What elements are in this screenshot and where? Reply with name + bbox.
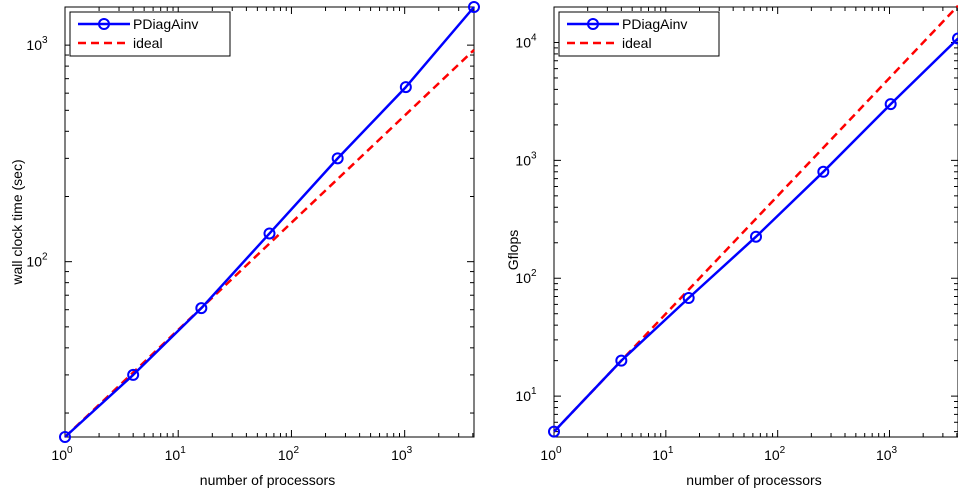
y-tick-label-base: 10 bbox=[26, 37, 42, 53]
legend-marker bbox=[587, 18, 599, 30]
x-tick-label-exponent: 1 bbox=[668, 445, 674, 456]
y-tick-label-base: 10 bbox=[515, 388, 531, 404]
y-tick-label-base: 10 bbox=[515, 270, 531, 286]
x-tick-label-base: 10 bbox=[165, 447, 181, 463]
x-tick-label-base: 10 bbox=[876, 447, 892, 463]
x-tick-label-exponent: 0 bbox=[556, 445, 562, 456]
x-tick-label: 103 bbox=[391, 445, 413, 463]
plot-area bbox=[59, 1, 480, 443]
data-point bbox=[750, 230, 762, 243]
y-tick-label-base: 10 bbox=[515, 152, 531, 168]
x-tick-label-exponent: 3 bbox=[892, 445, 898, 456]
data-point bbox=[615, 354, 628, 367]
y-tick-label-exponent: 3 bbox=[42, 35, 48, 46]
y-tick-label: 101 bbox=[515, 386, 537, 404]
y-tick-label-exponent: 3 bbox=[531, 150, 537, 161]
y-tick-label: 103 bbox=[26, 35, 48, 53]
data-point bbox=[548, 425, 560, 438]
x-axis-label: number of processors bbox=[200, 472, 335, 488]
x-tick-label: 101 bbox=[652, 445, 674, 463]
x-tick-label-base: 10 bbox=[652, 447, 668, 463]
legend: PDiagAinv ideal bbox=[69, 11, 231, 57]
y-tick-label: 103 bbox=[515, 150, 537, 168]
data-point bbox=[468, 1, 480, 13]
x-tick-label-base: 10 bbox=[51, 447, 67, 463]
x-tick-label-exponent: 2 bbox=[780, 445, 786, 456]
data-point bbox=[682, 291, 695, 304]
x-tick-label-base: 10 bbox=[540, 447, 556, 463]
y-tick-label-base: 10 bbox=[26, 254, 42, 270]
data-point bbox=[195, 302, 208, 315]
y-tick-label-base: 10 bbox=[515, 34, 531, 50]
data-point bbox=[399, 81, 412, 94]
x-tick-label-exponent: 3 bbox=[407, 445, 413, 456]
data-point bbox=[952, 32, 958, 45]
x-tick-label-base: 10 bbox=[391, 447, 407, 463]
data-point bbox=[817, 165, 830, 178]
x-tick-label: 100 bbox=[51, 445, 73, 463]
y-tick-label-exponent: 4 bbox=[531, 32, 537, 43]
x-tick-label: 103 bbox=[876, 445, 898, 463]
plot-area bbox=[548, 4, 958, 438]
y-tick-label: 102 bbox=[26, 252, 48, 270]
x-tick-label-base: 10 bbox=[764, 447, 780, 463]
x-tick-label: 101 bbox=[165, 445, 187, 463]
y-tick-label-exponent: 2 bbox=[42, 252, 48, 263]
data-point bbox=[884, 98, 897, 111]
plot-frame bbox=[64, 6, 475, 438]
x-tick-label-exponent: 0 bbox=[67, 445, 73, 456]
legend-label: PDiagAinv bbox=[133, 16, 198, 32]
plot-frame bbox=[553, 6, 958, 438]
x-tick-label: 102 bbox=[278, 445, 300, 463]
data-point bbox=[331, 152, 344, 165]
legend-box bbox=[69, 11, 231, 57]
x-tick-label: 100 bbox=[540, 445, 562, 463]
series-line-pdiagainv bbox=[64, 6, 475, 438]
y-axis-label: Gflops bbox=[505, 230, 521, 270]
y-axis-label: wall clock time (sec) bbox=[9, 159, 25, 285]
x-tick-label-exponent: 2 bbox=[293, 445, 299, 456]
series-line-pdiagainv bbox=[553, 37, 958, 433]
legend-box bbox=[558, 11, 720, 57]
x-tick-label-base: 10 bbox=[278, 447, 294, 463]
legend-label: ideal bbox=[133, 35, 163, 51]
data-point bbox=[59, 431, 71, 443]
data-point bbox=[127, 368, 140, 381]
x-tick-label: 102 bbox=[764, 445, 786, 463]
legend: PDiagAinv ideal bbox=[558, 11, 720, 57]
x-axis-label: number of processors bbox=[686, 472, 821, 488]
legend-marker bbox=[98, 18, 110, 30]
y-tick-label-exponent: 2 bbox=[531, 268, 537, 279]
series-line-ideal bbox=[64, 49, 475, 438]
x-tick-label-exponent: 1 bbox=[180, 445, 186, 456]
data-point bbox=[263, 227, 276, 240]
y-tick-label-exponent: 1 bbox=[531, 386, 537, 397]
legend-label: ideal bbox=[622, 35, 652, 51]
y-tick-label: 104 bbox=[515, 32, 537, 50]
y-tick-label: 102 bbox=[515, 268, 537, 286]
legend-label: PDiagAinv bbox=[622, 16, 687, 32]
